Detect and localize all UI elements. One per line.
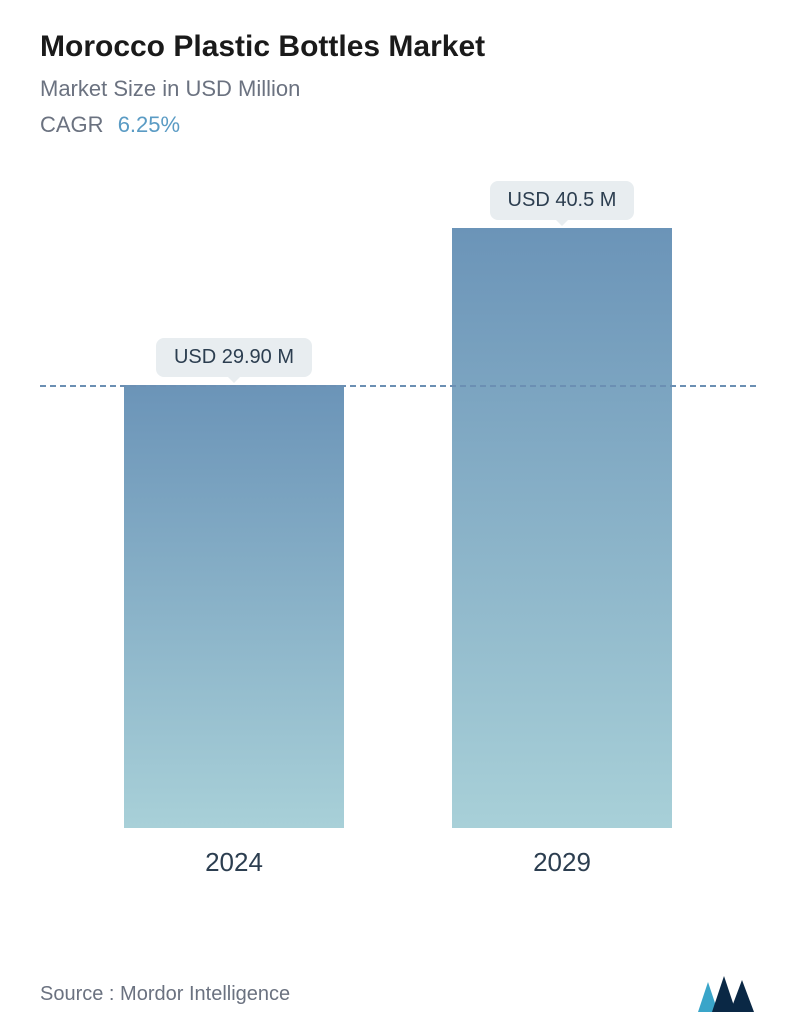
x-label-0: 2024 bbox=[124, 847, 344, 878]
chart-subtitle: Market Size in USD Million bbox=[40, 76, 756, 102]
chart-area: USD 29.90 M USD 40.5 M 2024 2029 bbox=[40, 178, 756, 878]
bar-group-0: USD 29.90 M bbox=[124, 338, 344, 828]
bar-0 bbox=[124, 385, 344, 828]
footer: Source : Mordor Intelligence bbox=[40, 974, 756, 1014]
bar-label-0: USD 29.90 M bbox=[156, 338, 312, 377]
source-label: Source : bbox=[40, 983, 114, 1005]
chart-title: Morocco Plastic Bottles Market bbox=[40, 30, 756, 64]
bar-group-1: USD 40.5 M bbox=[452, 181, 672, 828]
cagr-line: CAGR 6.25% bbox=[40, 112, 756, 138]
reference-line bbox=[40, 385, 756, 387]
mordor-logo-icon bbox=[696, 974, 756, 1014]
x-labels: 2024 2029 bbox=[40, 847, 756, 878]
bar-1 bbox=[452, 228, 672, 828]
source-text: Source : Mordor Intelligence bbox=[40, 983, 290, 1006]
x-label-1: 2029 bbox=[452, 847, 672, 878]
bars-container: USD 29.90 M USD 40.5 M bbox=[40, 178, 756, 828]
cagr-label: CAGR bbox=[40, 112, 104, 137]
bar-label-1: USD 40.5 M bbox=[490, 181, 635, 220]
source-name: Mordor Intelligence bbox=[120, 983, 290, 1005]
cagr-value: 6.25% bbox=[118, 112, 180, 137]
